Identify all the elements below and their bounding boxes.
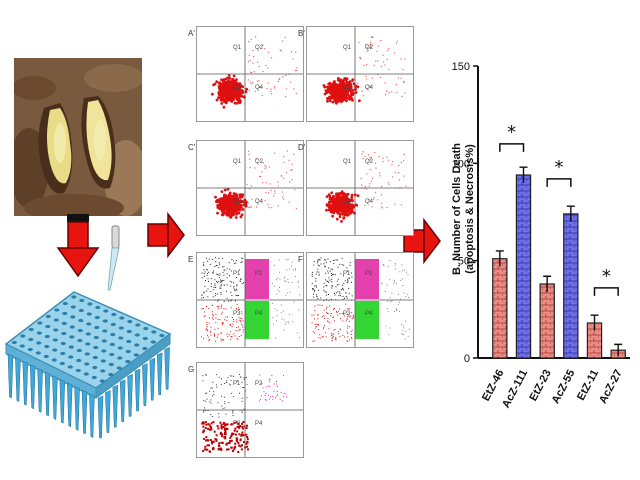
y-tick-label: 150 [452, 61, 470, 73]
panel-label: F [298, 255, 303, 264]
x-tick-label: AcZ-27 [597, 368, 625, 406]
quadrant-label: P4 [255, 421, 263, 427]
y-tick-label: 50 [458, 256, 470, 268]
flow-cytometry-panel: D' Q1 Q2 Q3 Q4 [298, 140, 414, 236]
quadrant-label: Q3 [233, 85, 242, 91]
quadrant-label: P4 [365, 311, 373, 317]
panel-label: B' [298, 29, 305, 38]
significance-bracket [499, 143, 525, 152]
quadrant-label: P3 [343, 311, 351, 317]
error-bar [495, 250, 504, 267]
quadrant-label: P2 [255, 271, 263, 277]
y-tick-label: 0 [464, 353, 470, 365]
significance-star: * [602, 266, 611, 287]
quadrant-label: P3 [233, 311, 241, 317]
quadrant-label: Q2 [365, 45, 374, 51]
quadrant-label: Q4 [365, 85, 374, 91]
ginger-root-photo [14, 58, 142, 216]
red-arrow-icon [147, 212, 185, 258]
cell-death-bar-chart: 050100150EtZ-46AcZ-111EtZ-23AcZ-55EtZ-11… [452, 61, 630, 410]
panel-label: E [188, 255, 194, 264]
quadrant-label: P1 [233, 271, 241, 277]
quadrant-label: Q2 [255, 45, 264, 51]
scatter-plot [307, 27, 413, 121]
quadrant-label: Q3 [233, 199, 242, 205]
x-tick-label: EtZ-11 [575, 368, 601, 403]
bar [563, 213, 579, 359]
significance-bracket [593, 287, 619, 296]
scatter-plot [197, 253, 303, 347]
pipette-icon [107, 225, 120, 291]
scatter-plot [197, 141, 303, 235]
significance-star: * [555, 157, 564, 178]
error-bar [519, 166, 528, 183]
flow-cytometry-panel: B' Q1 Q2 Q3 Q4 [298, 26, 414, 122]
y-axis-label-line1: B. Number of Cells Death [451, 142, 463, 276]
quadrant-label: Q4 [255, 199, 264, 205]
panel-label: G [188, 365, 195, 374]
quadrant-label: P3 [233, 421, 241, 427]
quadrant-label: Q1 [233, 45, 242, 51]
flow-cytometry-panel: C' Q1 Q2 Q3 Q4 [188, 140, 304, 236]
flow-cytometry-panel: F P1 P2 P3 P4 [298, 252, 414, 348]
quadrant-label: Q4 [365, 199, 374, 205]
flow-cytometry-panel: A' Q1 Q2 Q3 Q4 [188, 26, 304, 122]
flow-cytometry-panel: G P1 P2 P3 P4 [188, 362, 304, 458]
error-bar [614, 343, 623, 357]
quadrant-label: Q1 [343, 159, 352, 165]
bar [539, 283, 555, 359]
error-bar [566, 205, 575, 222]
quadrant-label: Q2 [365, 159, 374, 165]
red-arrow-icon [56, 214, 100, 278]
quadrant-label: Q1 [343, 45, 352, 51]
significance-bracket [546, 178, 572, 187]
well-plate-icon [4, 291, 172, 439]
flow-cytometry-panel: E P1 P2 P3 P4 [188, 252, 304, 348]
scatter-plot [307, 141, 413, 235]
panel-label: C' [188, 143, 196, 152]
scatter-plot [307, 253, 413, 347]
panel-label: A' [188, 29, 195, 38]
quadrant-label: Q1 [233, 159, 242, 165]
quadrant-label: P4 [255, 311, 263, 317]
quadrant-label: Q3 [343, 199, 352, 205]
quadrant-label: P1 [343, 271, 351, 277]
bar [492, 258, 508, 359]
scatter-plot [197, 27, 303, 121]
scatter-plot [197, 363, 303, 457]
panel-label: D' [298, 143, 306, 152]
significance-star: * [507, 122, 516, 143]
y-tick-label: 100 [452, 158, 470, 170]
quadrant-label: Q3 [343, 85, 352, 91]
quadrant-label: P2 [255, 381, 263, 387]
y-axis-label-line2: (apoptosis & Necrosis%) [464, 144, 476, 274]
quadrant-label: P2 [365, 271, 373, 277]
x-tick-label: AcZ-55 [550, 368, 578, 406]
bar [515, 174, 532, 359]
error-bar [590, 314, 599, 331]
y-axis-label: B. Number of Cells Death (apoptosis & Ne… [451, 109, 477, 309]
quadrant-label: P1 [233, 381, 241, 387]
quadrant-label: Q2 [255, 159, 264, 165]
quadrant-label: Q4 [255, 85, 264, 91]
error-bar [543, 275, 552, 292]
